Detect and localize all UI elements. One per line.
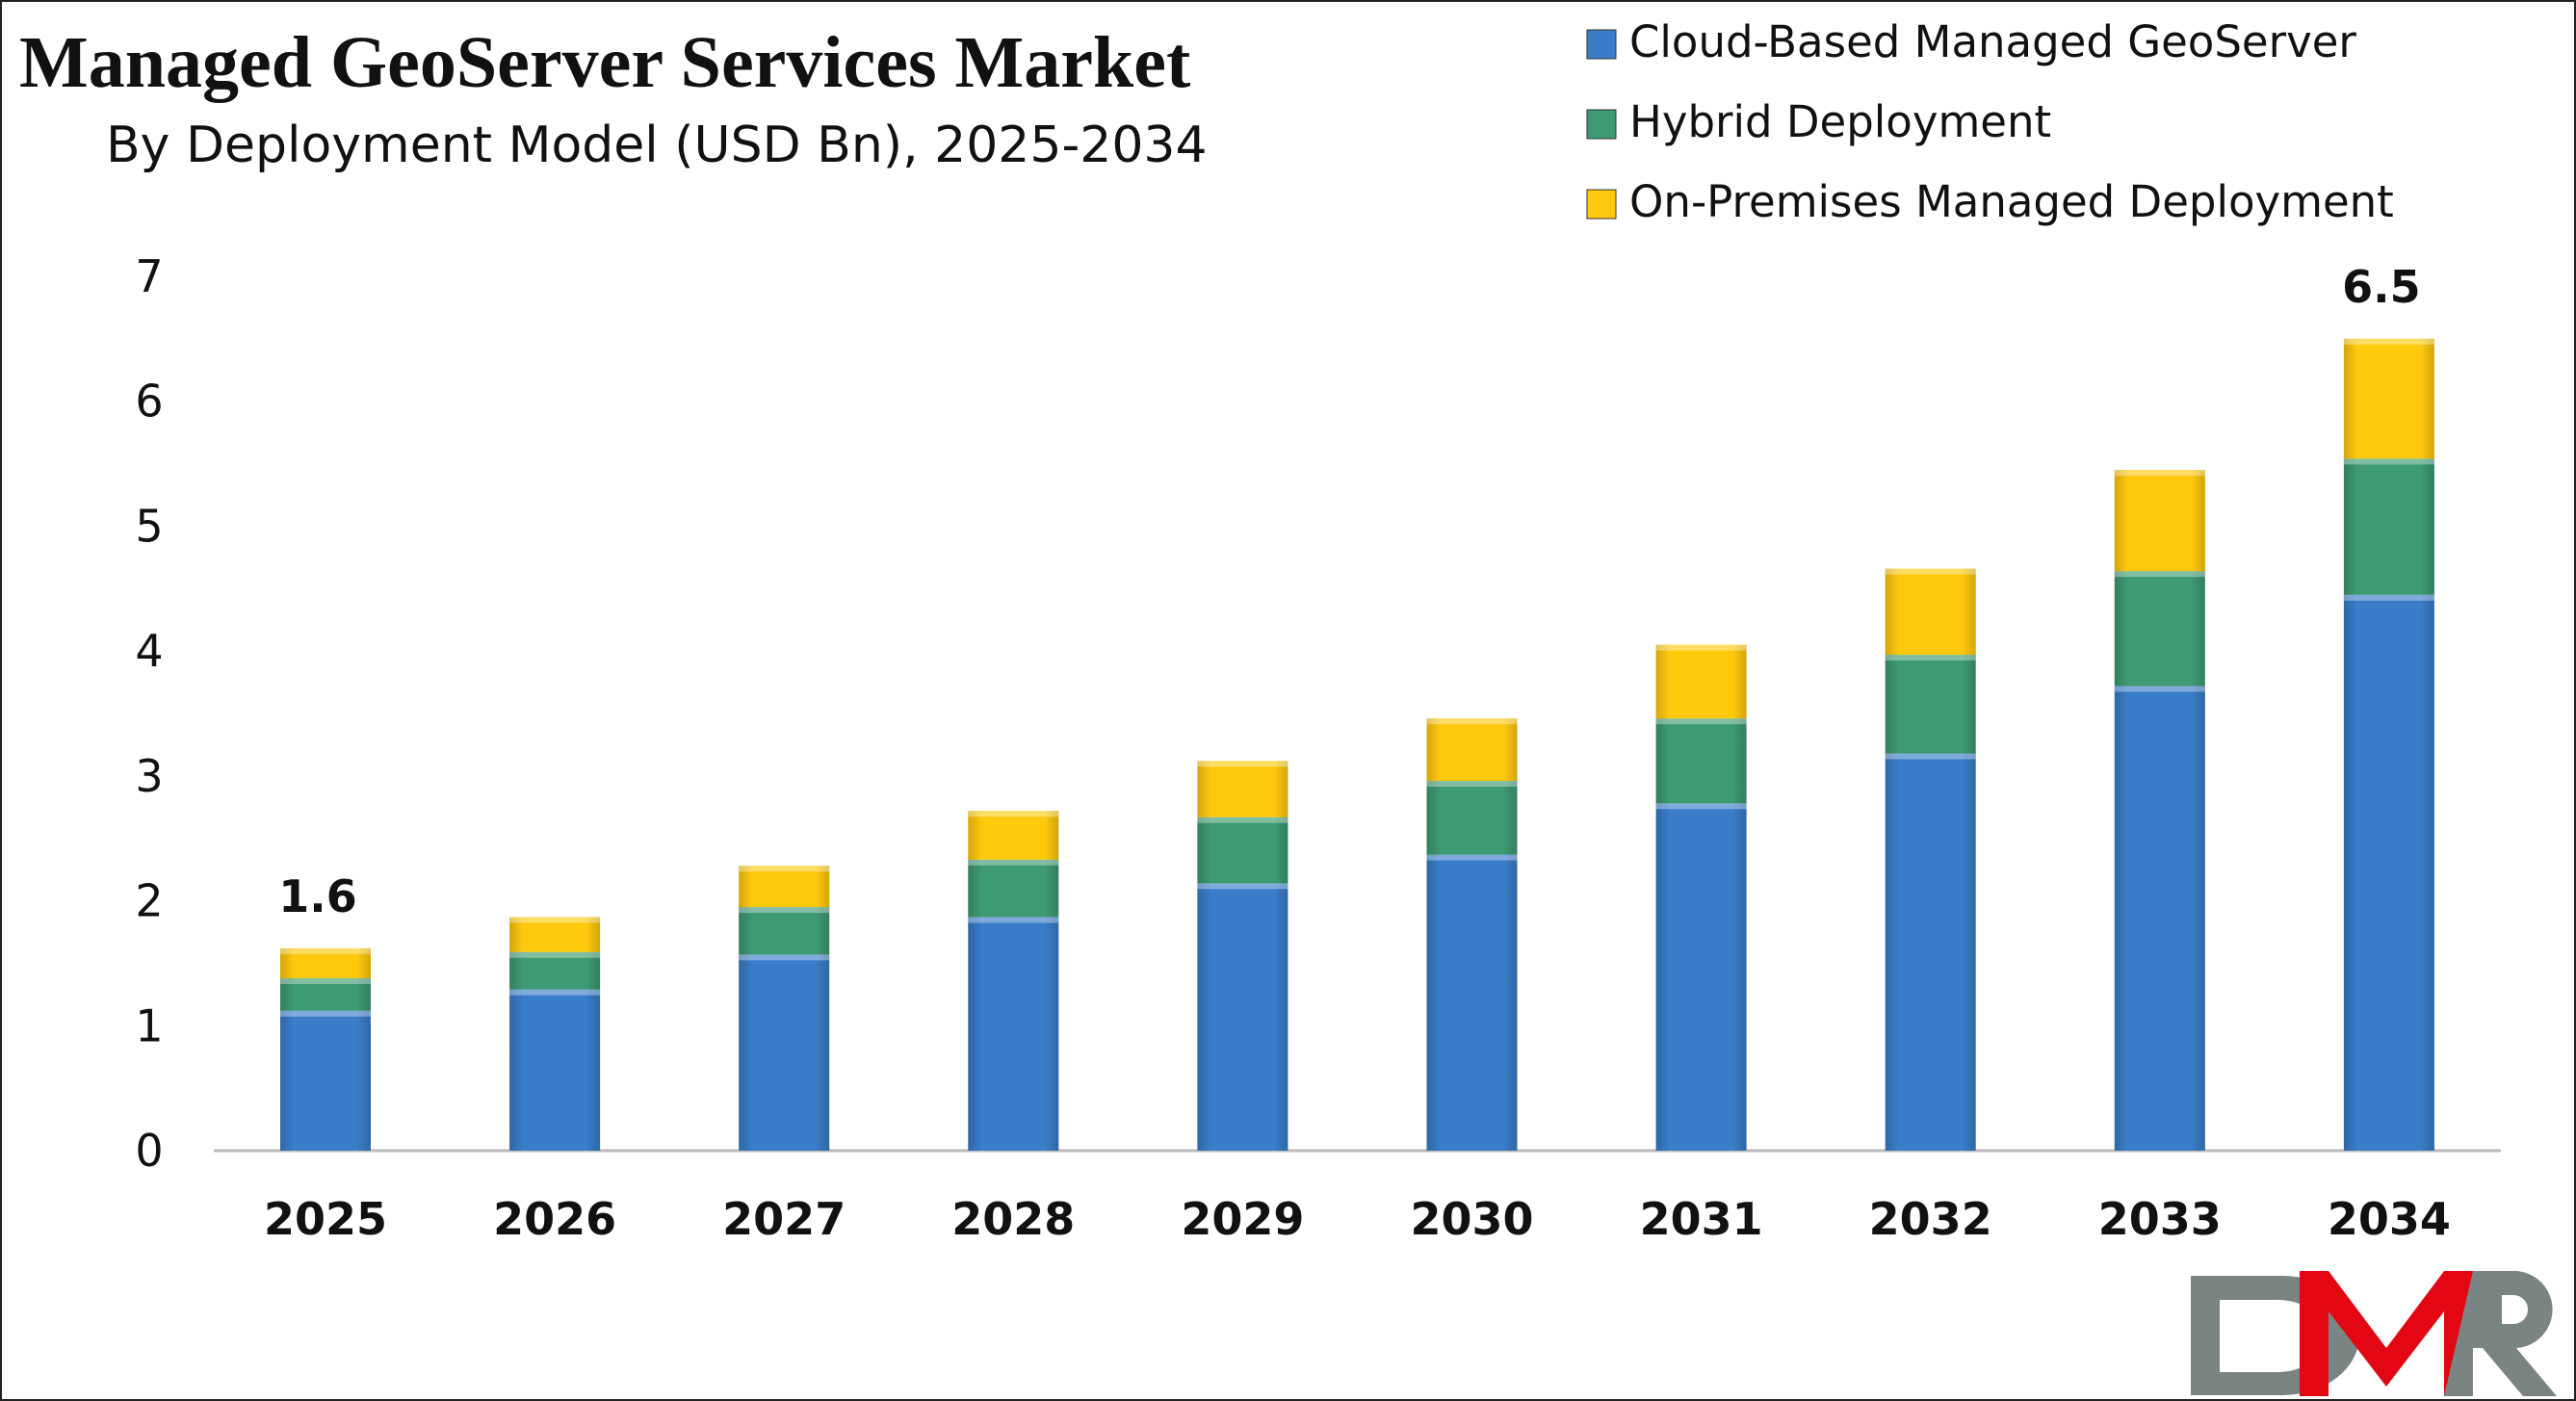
bar-bevel: [1885, 655, 1976, 662]
legend-swatch: [1586, 189, 1617, 220]
bar-bevel: [280, 947, 371, 954]
bar-bevel: [968, 859, 1059, 866]
y-axis: 0 1 2 3 4 5 6 7: [135, 250, 163, 1177]
bar-shade: [1885, 655, 1976, 754]
data-label: 6.5: [2342, 261, 2421, 313]
bar-bevel: [1197, 883, 1288, 890]
bar-shade: [1426, 854, 1518, 1151]
bar-shade: [968, 917, 1059, 1151]
bar-shade: [2114, 470, 2205, 572]
bar-bevel: [1655, 803, 1747, 810]
x-tick-label: 2029: [1181, 1193, 1304, 1245]
bar-bevel: [2343, 338, 2434, 345]
x-tick-label: 2025: [264, 1193, 387, 1245]
y-tick-label: 3: [135, 750, 163, 802]
bar-bevel: [509, 989, 601, 996]
data-label: 1.6: [278, 870, 357, 922]
y-tick-label: 4: [135, 625, 163, 677]
y-tick-label: 6: [135, 376, 163, 428]
bar-bevel: [1426, 781, 1518, 788]
legend-swatch: [1586, 29, 1617, 60]
legend: Cloud-Based Managed GeoServer Hybrid Depl…: [1586, 16, 2394, 227]
data-labels: 1.6 6.5: [278, 261, 2420, 922]
x-tick-label: 2034: [2328, 1193, 2451, 1245]
bar-shade: [280, 977, 371, 1011]
bar-shade: [1426, 718, 1518, 782]
bar-shade: [739, 954, 830, 1151]
bar-bevel: [739, 907, 830, 914]
bar-shade: [2114, 686, 2205, 1151]
y-tick-label: 2: [135, 875, 163, 927]
legend-swatch: [1586, 109, 1617, 140]
bar-shade: [509, 989, 601, 1151]
bar-shade: [280, 1010, 371, 1151]
bar-bevel: [1197, 761, 1288, 767]
bar-shade: [2343, 458, 2434, 595]
legend-label: On-Premises Managed Deployment: [1629, 176, 2394, 227]
chart-title: Managed GeoServer Services Market: [19, 22, 1190, 103]
bar-bevel: [1655, 718, 1747, 725]
bar-shade: [2114, 571, 2205, 687]
bar-bevel: [1197, 817, 1288, 823]
dmr-logo: [2191, 1270, 2557, 1396]
bar-bevel: [1426, 718, 1518, 725]
chart-subtitle: By Deployment Model (USD Bn), 2025-2034: [106, 117, 1208, 174]
bar-shade: [1885, 753, 1976, 1151]
x-tick-label: 2028: [951, 1193, 1075, 1245]
bar-bevel: [2114, 686, 2205, 692]
bar-bevel: [2343, 594, 2434, 601]
bar-shade: [1197, 883, 1288, 1151]
bar-bevel: [1655, 644, 1747, 651]
bar-shade: [739, 866, 830, 908]
bar-bevel: [509, 917, 601, 923]
bar-shade: [280, 947, 371, 978]
bar-shade: [739, 907, 830, 955]
bar-shade: [2343, 594, 2434, 1151]
legend-label: Hybrid Deployment: [1629, 96, 2051, 147]
bar-shade: [968, 859, 1059, 918]
x-tick-label: 2030: [1410, 1193, 1533, 1245]
y-tick-label: 7: [135, 250, 163, 302]
legend-label: Cloud-Based Managed GeoServer: [1629, 16, 2356, 67]
bar-shade: [1655, 718, 1747, 804]
bar-shade: [1197, 817, 1288, 884]
x-tick-label: 2031: [1640, 1193, 1763, 1245]
x-tick-label: 2032: [1869, 1193, 1992, 1245]
x-tick-label: 2027: [722, 1193, 846, 1245]
bar-bevel: [1885, 753, 1976, 760]
bar-shade: [2343, 338, 2434, 459]
x-tick-label: 2033: [2098, 1193, 2222, 1245]
bar-bevel: [2114, 470, 2205, 477]
bar-shade: [1655, 644, 1747, 719]
x-tick-label: 2026: [493, 1193, 616, 1245]
bar-bevel: [1885, 568, 1976, 575]
bar-shade: [509, 951, 601, 990]
y-tick-label: 1: [135, 999, 163, 1051]
bar-bevel: [509, 951, 601, 958]
y-tick-label: 5: [135, 500, 163, 552]
bar-bevel: [2114, 571, 2205, 578]
bar-shade: [968, 811, 1059, 860]
bar-bevel: [739, 954, 830, 961]
bar-bevel: [968, 917, 1059, 923]
x-axis: 2025 2026 2027 2028 2029 2030 2031 2032 2033 2034: [264, 1193, 2451, 1245]
bar-shade: [509, 917, 601, 952]
bar-bevel: [1426, 854, 1518, 861]
bar-bevel: [739, 866, 830, 872]
bar-shade: [1885, 568, 1976, 656]
bar-bevel: [280, 977, 371, 984]
bar-bevel: [280, 1010, 371, 1017]
bar-shade: [1426, 781, 1518, 855]
bar-shade: [1655, 803, 1747, 1151]
bar-shade: [1197, 761, 1288, 817]
bars: [280, 338, 2434, 1151]
bar-bevel: [2343, 458, 2434, 465]
y-tick-label: 0: [135, 1125, 163, 1177]
bar-bevel: [968, 811, 1059, 817]
